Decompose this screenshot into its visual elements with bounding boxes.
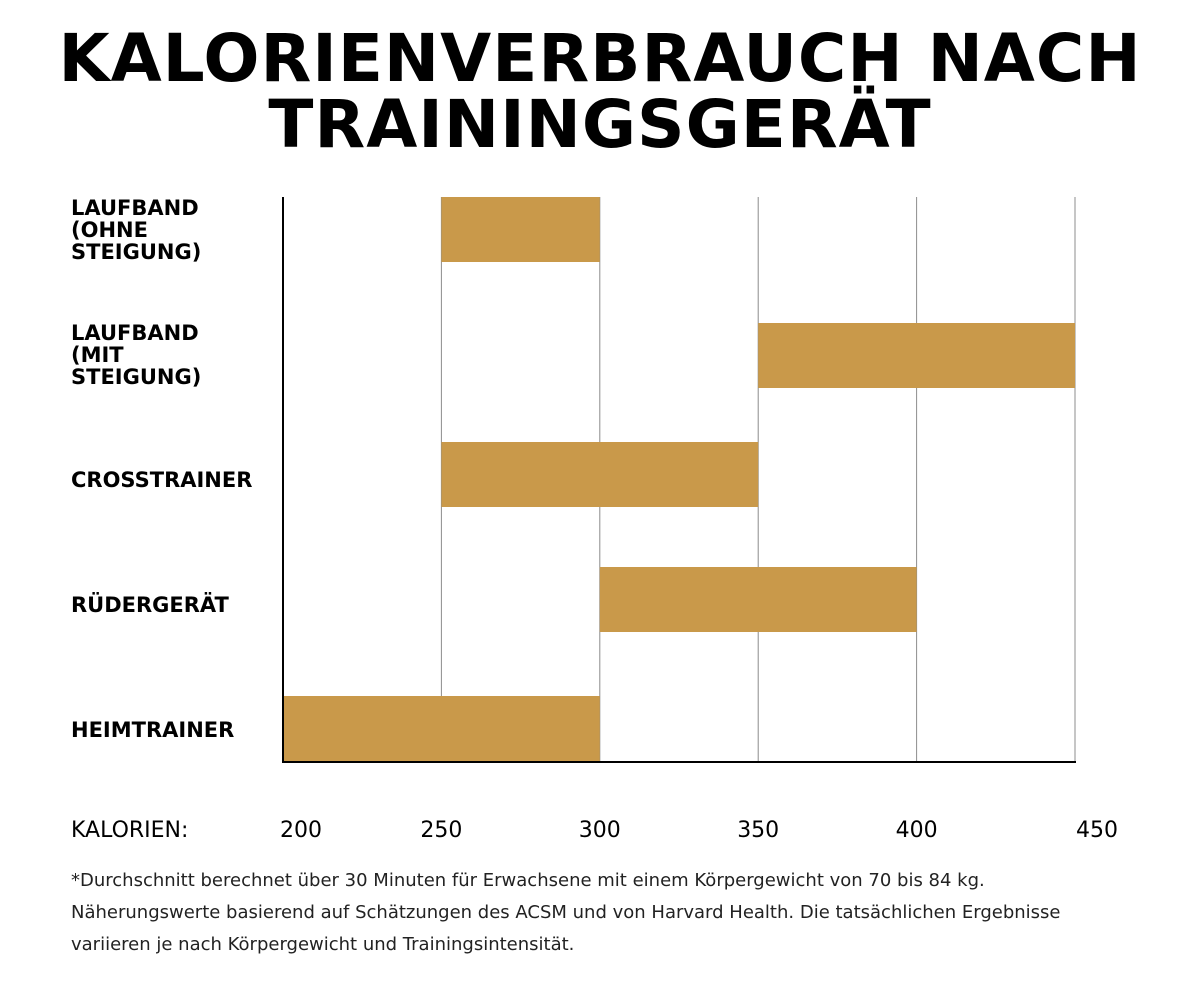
x-tick-label: 250 (420, 818, 463, 843)
x-tick-label: 200 (280, 818, 322, 843)
footnote-line: Näherungswerte basierend auf Schätzungen… (71, 902, 1061, 923)
row-label: RÜDERGERÄT (71, 593, 229, 617)
x-tick-label: 350 (737, 818, 780, 843)
x-tick-label: 400 (895, 818, 938, 843)
x-tick-label: 450 (1076, 818, 1118, 843)
bar (758, 323, 1075, 388)
chart-title: KALORIENVERBRAUCH NACH TRAININGSGERÄT (0, 26, 1200, 158)
x-axis-label: KALORIEN: (71, 818, 189, 843)
bar (441, 442, 759, 507)
footnote: *Durchschnitt berechnet über 30 Minuten … (71, 865, 1151, 961)
bar (599, 567, 917, 632)
row-label: LAUFBAND (MIT STEIGUNG) (71, 321, 202, 389)
bar (283, 696, 600, 761)
footnote-line: variieren je nach Körpergewicht und Trai… (71, 934, 575, 955)
row-label: LAUFBAND (OHNE STEIGUNG) (71, 196, 202, 264)
row-label: HEIMTRAINER (71, 718, 235, 742)
bar (441, 197, 600, 262)
x-tick-label: 300 (578, 818, 621, 843)
chart-title-line: KALORIENVERBRAUCH NACH (58, 20, 1142, 97)
row-label: CROSSTRAINER (71, 468, 253, 492)
footnote-line: *Durchschnitt berechnet über 30 Minuten … (71, 870, 985, 891)
chart-title-line: TRAININGSGERÄT (268, 86, 932, 163)
